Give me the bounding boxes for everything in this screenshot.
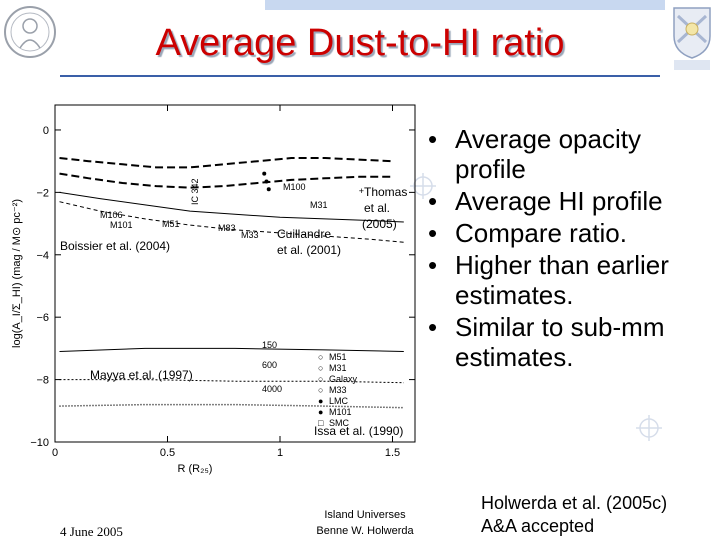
x-axis-label: R (R₂₅) [178, 463, 213, 475]
legend-marker: ○ [318, 374, 323, 384]
university-crest-logo [668, 2, 716, 72]
legend-entry: M31 [329, 363, 347, 373]
bullet-item: Higher than earlier estimates. [428, 250, 718, 310]
data-point [262, 171, 267, 176]
label-m51: M51 [162, 219, 180, 229]
annotation-thomas-2: et al. [364, 201, 390, 215]
label-m100: M100 [283, 182, 306, 192]
y-tick-label: −8 [36, 375, 49, 387]
legend-entry: Galaxy [329, 374, 358, 384]
label-m31-upper: M31 [310, 200, 328, 210]
label-m101: M101 [110, 220, 133, 230]
legend-marker: ○ [318, 352, 323, 362]
chart-legend: ○ M51 ○ M31 ○ Galaxy ○ M33 ● LMC ● M101 □ SMC [318, 352, 358, 428]
annotation-thomas-3: (2005) [362, 217, 397, 231]
annotation-thomas-1: Thomas [364, 185, 407, 199]
x-tick-label: 1 [277, 447, 283, 459]
series-line-0 [59, 157, 393, 169]
chart-svg: + 0 0.5 1 1.5 0 −2 −4 −6 −8 −10 log(A_I/Σ_HI) (ma… [11, 104, 416, 475]
data-point [264, 179, 269, 184]
label-m33: M33 [241, 230, 259, 240]
bullet-item: Average HI profile [428, 186, 718, 216]
label-4000: 4000 [262, 384, 282, 394]
top-decor-bar [265, 0, 665, 10]
label-m83: M83 [218, 223, 236, 233]
footer-date: 4 June 2005 [60, 524, 123, 539]
legend-marker: ○ [318, 363, 323, 373]
legend-marker: □ [318, 418, 324, 428]
legend-entry: M101 [329, 407, 352, 417]
legend-entry: M51 [329, 352, 347, 362]
citation-journal: A&A accepted [481, 516, 595, 536]
series-line-2 [59, 191, 404, 223]
plot-frame [54, 104, 416, 443]
dust-to-hi-chart: + 0 0.5 1 1.5 0 −2 −4 −6 −8 −10 log(A_I/Σ_HI) (ma… [0, 90, 430, 495]
annotation-issa: Issa et al. (1990) [314, 424, 403, 438]
bullet-item: Compare ratio. [428, 218, 718, 248]
y-tick-label: −6 [36, 312, 49, 324]
citation: Holwerda et al. (2005c) A&A accepted [481, 492, 667, 538]
bullet-item: Similar to sub-mm estimates. [428, 312, 718, 372]
title-underline [60, 75, 660, 77]
label-ic: IC 342 [190, 178, 200, 205]
series-line-3 [59, 201, 404, 243]
label-600: 600 [262, 360, 277, 370]
x-tick-label: 1.5 [385, 447, 400, 459]
series-line-1 [59, 172, 393, 189]
y-tick-label: −2 [36, 187, 49, 199]
data-point [266, 187, 271, 192]
legend-marker: ● [318, 407, 323, 417]
annotation-cuillandre-1: Cuillandre [277, 227, 331, 241]
footer-event-author: Benne W. Holwerda [316, 525, 414, 537]
annotation-boissier: Boissier et al. (2004) [60, 239, 170, 253]
data-point-marker: + [359, 186, 364, 196]
legend-marker: ● [318, 396, 323, 406]
citation-authors: Holwerda et al. (2005c) [481, 493, 668, 513]
y-tick-label: −4 [36, 250, 49, 262]
y-tick-label: 0 [43, 125, 49, 137]
x-tick-label: 0.5 [160, 447, 175, 459]
bullet-item: Average opacity profile [428, 124, 718, 184]
legend-entry: LMC [329, 396, 349, 406]
legend-marker: ○ [318, 385, 323, 395]
label-m106: M106 [100, 210, 123, 220]
bullet-list: Average opacity profile Average HI profi… [428, 124, 718, 374]
y-axis-label: log(A_I/Σ_HI) (mag / M⊙ pc⁻²) [11, 199, 23, 348]
series-line-6 [59, 403, 404, 409]
slide-title: Average Dust-to-HI ratio [155, 22, 565, 64]
crosshair-decor-icon [636, 415, 662, 441]
annotation-mayya: Mayya et al. (1997) [90, 368, 193, 382]
annotation-cuillandre-2: et al. (2001) [277, 243, 341, 257]
series-line-5 [59, 379, 404, 384]
x-tick-label: 0 [52, 447, 58, 459]
legend-entry: SMC [329, 418, 350, 428]
footer-event: Island Universes Benne W. Holwerda [300, 507, 430, 539]
footer-event-title: Island Universes [324, 509, 406, 521]
institution-seal-logo [2, 2, 58, 66]
y-tick-label: −10 [30, 437, 49, 449]
label-150: 150 [262, 340, 277, 350]
legend-entry: M33 [329, 385, 347, 395]
series-line-4 [59, 347, 404, 352]
